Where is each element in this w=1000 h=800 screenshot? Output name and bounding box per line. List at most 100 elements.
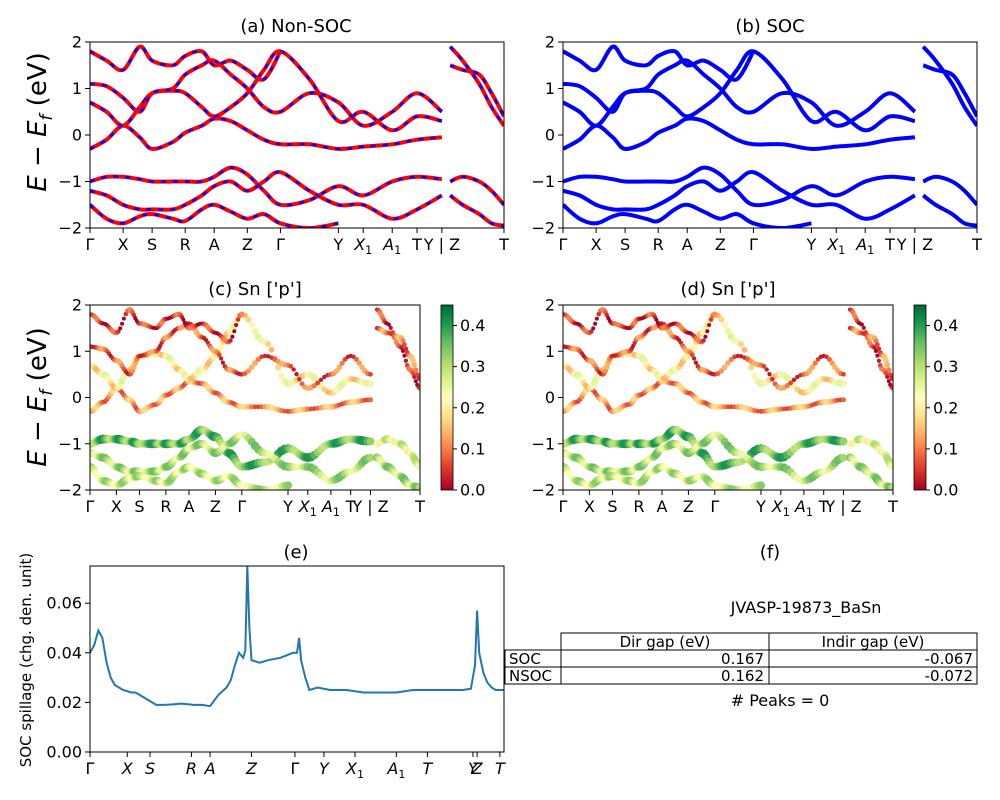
point-b3	[721, 364, 728, 371]
point-b3	[809, 364, 816, 370]
point-b3	[795, 374, 800, 380]
point-b3	[353, 356, 359, 362]
colorbar-label-d: 0.4	[933, 316, 958, 335]
xtick-label-c: Z	[210, 497, 221, 516]
point-b4	[654, 317, 659, 322]
xtick-label-b: Z	[715, 235, 726, 254]
point-b4	[181, 317, 186, 322]
material-id: JVASP-19873_BaSn	[730, 598, 882, 618]
row-label-nsoc: NSOC	[509, 667, 552, 685]
xtick-label-a: X1	[353, 235, 372, 257]
title-d: (d) Sn ['p']	[680, 279, 775, 300]
point-b8	[410, 370, 416, 376]
row-soc-indir: -0.067	[925, 650, 973, 668]
xtick-label-c: X	[111, 497, 122, 516]
band-b1	[90, 116, 443, 151]
point-b4	[239, 311, 245, 317]
point-b6	[839, 453, 848, 462]
point-b11	[889, 463, 893, 471]
ytick-label-b: −1	[531, 172, 555, 191]
plot-area-a	[90, 44, 504, 228]
xtick-label-d: T	[887, 497, 898, 516]
ytick-label-d: 1	[545, 342, 555, 361]
point-b3	[764, 367, 769, 372]
band-b3	[563, 58, 917, 128]
point-b8	[883, 370, 889, 376]
band-b5	[563, 165, 916, 208]
xtick-label-a: A	[209, 235, 220, 254]
point-b3	[336, 364, 343, 370]
xtick-label-d: T	[818, 497, 829, 516]
point-b9	[876, 346, 882, 351]
point-b2	[245, 316, 252, 323]
point-b4	[708, 317, 714, 322]
ytick-label-a: 2	[72, 33, 82, 52]
point-b4	[705, 329, 710, 334]
xtick-label-e: T	[423, 759, 434, 778]
point-b2	[690, 343, 698, 351]
point-b8	[876, 358, 882, 363]
xtick-label-c: Y | Z	[351, 497, 388, 516]
band-dash-b1	[90, 117, 443, 151]
colorbar-rect-d	[913, 304, 927, 491]
point-b2	[840, 380, 847, 388]
xtick-label-b: A1	[855, 235, 874, 257]
plot-area-c	[90, 306, 420, 490]
spillage-line	[90, 566, 504, 708]
point-b9	[403, 346, 409, 351]
xtick-label-a: T	[498, 235, 509, 254]
band-b4	[563, 44, 756, 82]
point-b3	[788, 380, 794, 386]
point-b7	[283, 481, 293, 490]
xtick-label-c: A	[184, 497, 195, 516]
point-b8	[413, 379, 418, 384]
frame-rect-e	[89, 565, 505, 753]
band-dash-b11	[449, 175, 504, 206]
point-b2	[724, 327, 732, 335]
xtick-label-e: Γ	[86, 759, 95, 778]
ytick-label-d: −2	[531, 481, 555, 500]
xtick-label-b: X1	[826, 235, 845, 257]
xtick-label-c: T	[345, 497, 356, 516]
point-b3	[725, 360, 731, 366]
title-f: (f)	[760, 542, 780, 563]
ytick-label-b: 2	[545, 33, 555, 52]
title-b: (b) SOC	[735, 16, 804, 37]
point-b3	[826, 356, 832, 362]
point-b4	[232, 329, 237, 334]
xtick-label-c: A1	[321, 497, 340, 519]
band-b11	[922, 174, 977, 207]
ytick-label-a: 1	[72, 79, 82, 98]
frame-rect-c	[89, 304, 421, 491]
point-b2	[217, 343, 225, 351]
point-b3	[216, 352, 222, 358]
point-b2	[268, 346, 275, 353]
point-b2	[275, 364, 282, 371]
point-b8	[417, 385, 420, 391]
point-b3	[784, 383, 791, 389]
xtick-label-d: S	[607, 497, 617, 516]
xtick-label-c: R	[160, 497, 171, 516]
point-b1	[725, 404, 731, 410]
point-b3	[252, 360, 258, 366]
point-b4	[120, 321, 125, 326]
point-b9	[882, 357, 889, 364]
xtick-label-a: Y | Z	[423, 235, 460, 254]
frame-rect-b	[562, 41, 978, 229]
xtick-label-b: Γ	[559, 235, 568, 254]
point-b3	[220, 360, 226, 365]
row-label-soc: SOC	[509, 650, 541, 668]
point-b8	[388, 325, 393, 331]
ytick-label-a: −1	[58, 172, 82, 191]
xtick-label-e: A	[204, 759, 216, 778]
point-b4	[121, 316, 126, 321]
point-b3	[218, 356, 224, 361]
point-b3	[815, 357, 821, 362]
xtick-label-b: T	[884, 235, 895, 254]
plot-area-b	[563, 44, 977, 228]
band-b2	[563, 49, 916, 133]
